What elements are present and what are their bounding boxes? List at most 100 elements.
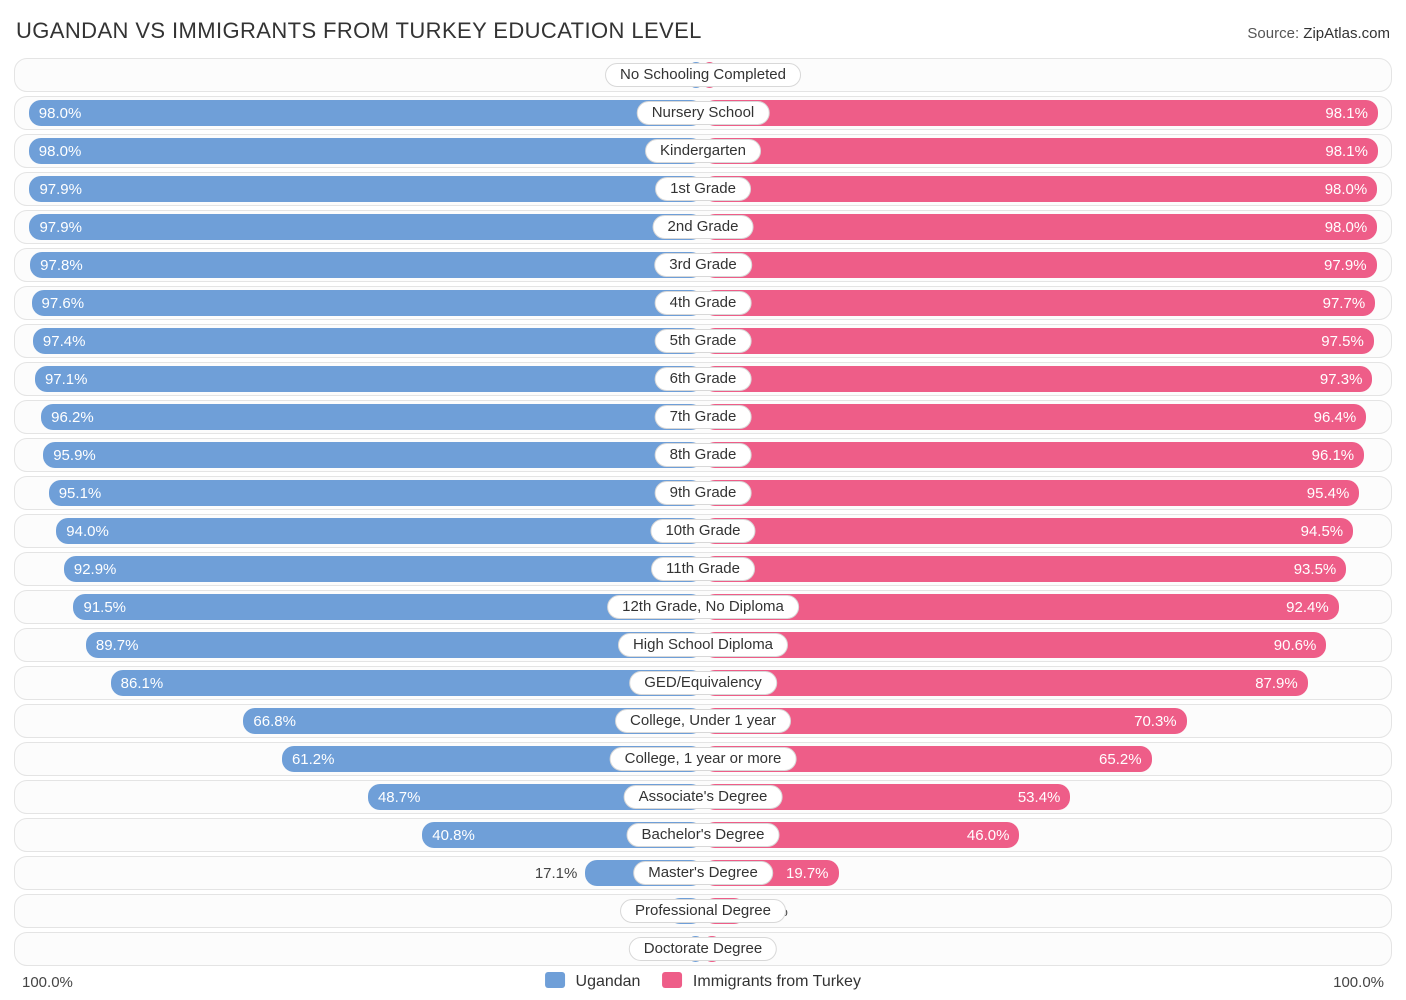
bar-row: 17.1% 19.7%Master's Degree [14, 856, 1392, 890]
bar-row: 92.9%93.5%11th Grade [14, 552, 1392, 586]
value-label-right: 92.4% [1276, 591, 1339, 623]
bar-left [29, 138, 703, 164]
category-pill: Nursery School [637, 101, 770, 125]
category-pill: 4th Grade [655, 291, 752, 315]
value-label-left: 97.8% [30, 249, 93, 281]
bar-right [703, 214, 1377, 240]
bar-row: 98.0% 98.1% Kindergarten [14, 134, 1392, 168]
value-label-left: 98.0% [29, 135, 92, 167]
value-label-left: 89.7% [86, 629, 149, 661]
bar-right [703, 480, 1359, 506]
category-pill: High School Diploma [618, 633, 788, 657]
bar-row: 2.2%2.6%Doctorate Degree [14, 932, 1392, 966]
category-pill: 9th Grade [655, 481, 752, 505]
value-label-right: 93.5% [1284, 553, 1347, 585]
chart-page: UGANDAN VS IMMIGRANTS FROM TURKEY EDUCAT… [0, 0, 1406, 975]
bar-left [41, 404, 703, 430]
category-pill: College, Under 1 year [615, 709, 791, 733]
diverging-bar-chart: 2.0%1.9%No Schooling Completed 98.0% 98.1%… [14, 58, 1392, 966]
value-label-right: 90.6% [1264, 629, 1327, 661]
value-label-right: 98.0% [1315, 173, 1378, 205]
category-pill: Doctorate Degree [629, 937, 777, 961]
bar-left [111, 670, 703, 696]
value-label-right: 95.4% [1297, 477, 1360, 509]
bar-right [703, 100, 1378, 126]
bar-row: 61.2%65.2%College, 1 year or more [14, 742, 1392, 776]
bar-left [35, 366, 703, 392]
bar-row: 98.0% 98.1% Nursery School [14, 96, 1392, 130]
value-label-right: 87.9% [1245, 667, 1308, 699]
value-label-right: 97.7% [1313, 287, 1376, 319]
bar-right [703, 176, 1377, 202]
bar-right [703, 556, 1346, 582]
value-label-right: 98.1% [1315, 97, 1378, 129]
category-pill: 10th Grade [650, 519, 755, 543]
bar-left [29, 214, 703, 240]
category-pill: 1st Grade [655, 177, 751, 201]
bar-right [703, 138, 1378, 164]
value-label-right: 19.7% [776, 857, 839, 889]
bar-row: 89.7% 90.6% High School Diploma [14, 628, 1392, 662]
bar-left [30, 252, 703, 278]
value-label-left: 61.2% [282, 743, 345, 775]
legend-label-left: Ugandan [576, 973, 641, 990]
bar-right [703, 518, 1353, 544]
value-label-right: 46.0% [957, 819, 1020, 851]
bar-left [56, 518, 703, 544]
bar-left [29, 176, 703, 202]
bar-right [703, 442, 1364, 468]
bar-row: 95.1% 95.4% 9th Grade [14, 476, 1392, 510]
bar-right [703, 404, 1366, 430]
value-label-right: 98.1% [1315, 135, 1378, 167]
value-label-left: 97.1% [35, 363, 98, 395]
bar-left [49, 480, 703, 506]
bar-right [703, 252, 1377, 278]
category-pill: No Schooling Completed [605, 63, 801, 87]
value-label-left: 94.0% [56, 515, 119, 547]
category-pill: Kindergarten [645, 139, 761, 163]
header: UGANDAN VS IMMIGRANTS FROM TURKEY EDUCAT… [14, 18, 1392, 58]
bar-row: 95.9%96.1%8th Grade [14, 438, 1392, 472]
value-label-left: 97.6% [32, 287, 95, 319]
value-label-left: 40.8% [422, 819, 485, 851]
bar-left [29, 100, 703, 126]
bar-row: 94.0%94.5%10th Grade [14, 514, 1392, 548]
bar-row: 91.5% 92.4% 12th Grade, No Diploma [14, 590, 1392, 624]
bar-row: 2.0%1.9%No Schooling Completed [14, 58, 1392, 92]
value-label-left: 97.9% [29, 211, 92, 243]
value-label-left: 98.0% [29, 97, 92, 129]
source-value: ZipAtlas.com [1303, 25, 1390, 42]
bar-row: 97.9%98.0%1st Grade [14, 172, 1392, 206]
value-label-right: 96.4% [1304, 401, 1367, 433]
value-label-left: 86.1% [111, 667, 174, 699]
value-label-right: 65.2% [1089, 743, 1152, 775]
bar-left [64, 556, 703, 582]
bar-row: 97.8%97.9%3rd Grade [14, 248, 1392, 282]
value-label-right: 96.1% [1302, 439, 1365, 471]
value-label-left: 95.1% [49, 477, 112, 509]
value-label-right: 97.5% [1311, 325, 1374, 357]
chart-title: UGANDAN VS IMMIGRANTS FROM TURKEY EDUCAT… [16, 18, 702, 44]
value-label-right: 70.3% [1124, 705, 1187, 737]
bar-row: 40.8% 46.0% Bachelor's Degree [14, 818, 1392, 852]
legend-label-right: Immigrants from Turkey [693, 973, 861, 990]
value-label-left: 91.5% [73, 591, 136, 623]
bar-right [703, 632, 1326, 658]
category-pill: 12th Grade, No Diploma [607, 595, 799, 619]
bar-right [703, 328, 1374, 354]
category-pill: Master's Degree [633, 861, 773, 885]
bar-right [703, 670, 1308, 696]
category-pill: GED/Equivalency [629, 671, 777, 695]
bar-row: 5.1%6.2%Professional Degree [14, 894, 1392, 928]
bar-left [32, 290, 703, 316]
bar-row: 48.7%53.4%Associate's Degree [14, 780, 1392, 814]
category-pill: 3rd Grade [654, 253, 752, 277]
bar-row: 96.2%96.4%7th Grade [14, 400, 1392, 434]
source-label: Source: [1247, 25, 1299, 42]
category-pill: Bachelor's Degree [627, 823, 780, 847]
category-pill: 2nd Grade [653, 215, 754, 239]
category-pill: 8th Grade [655, 443, 752, 467]
value-label-left: 17.1% [527, 857, 586, 889]
bar-row: 97.1%97.3%6th Grade [14, 362, 1392, 396]
value-label-left: 66.8% [243, 705, 306, 737]
